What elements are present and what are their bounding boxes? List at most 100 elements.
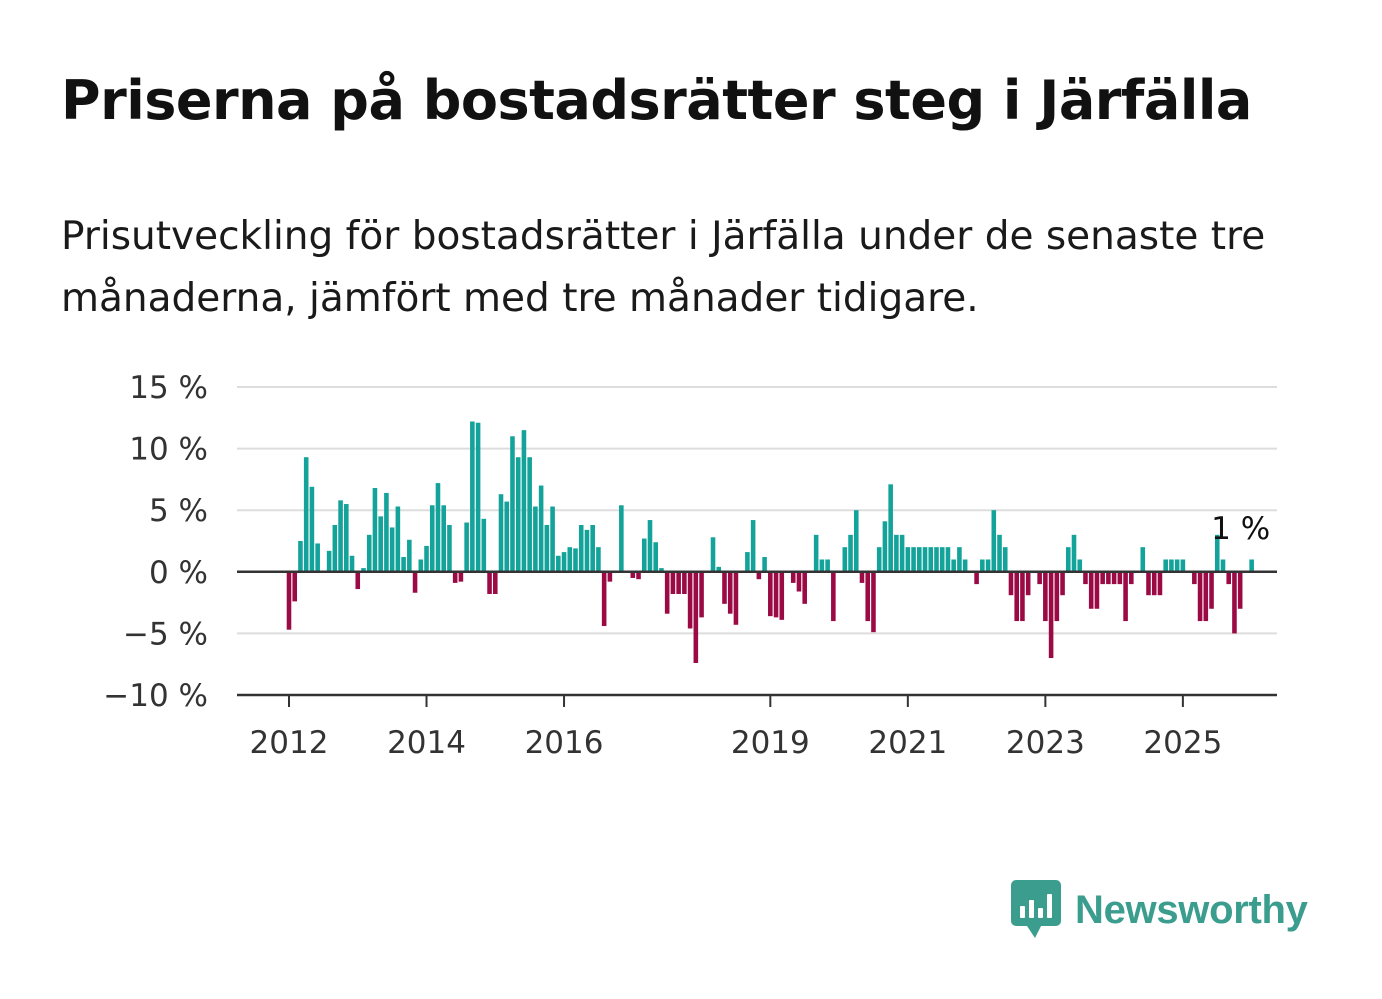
bar bbox=[876, 547, 882, 572]
bar bbox=[1209, 571, 1214, 609]
bar bbox=[917, 547, 922, 572]
bar bbox=[911, 547, 916, 572]
bar bbox=[962, 559, 968, 572]
bar bbox=[561, 552, 567, 572]
bar bbox=[842, 547, 848, 572]
bar bbox=[504, 501, 510, 572]
bar bbox=[1100, 571, 1105, 585]
bar bbox=[418, 559, 424, 572]
bar bbox=[819, 559, 825, 572]
bar bbox=[596, 547, 601, 572]
bar bbox=[619, 505, 624, 572]
x-axis-ticks: 2012 2014 2016 2019 2021 2023 2025 bbox=[250, 695, 1222, 761]
bar bbox=[653, 542, 659, 572]
bar bbox=[590, 524, 595, 572]
bar bbox=[349, 555, 355, 572]
y-axis-ticks: 15 % 10 % 5 % 0 % −5 % −10 % bbox=[103, 370, 208, 714]
bar bbox=[1226, 571, 1232, 585]
bar bbox=[888, 484, 893, 572]
x-tick-label: 2019 bbox=[731, 725, 810, 761]
bar bbox=[515, 457, 521, 572]
newsworthy-chart-logo-icon bbox=[1011, 880, 1061, 938]
bar bbox=[573, 548, 578, 572]
bar bbox=[1077, 559, 1083, 572]
bar bbox=[366, 534, 372, 572]
bar bbox=[292, 571, 298, 602]
bar bbox=[997, 534, 1002, 572]
bar bbox=[974, 571, 979, 585]
bar bbox=[1025, 571, 1031, 596]
bar bbox=[475, 422, 481, 572]
bar bbox=[1129, 571, 1134, 585]
bar bbox=[412, 571, 418, 593]
x-tick-label: 2025 bbox=[1143, 725, 1222, 761]
bar bbox=[1220, 559, 1226, 572]
bar bbox=[630, 571, 636, 578]
x-tick-label: 2021 bbox=[868, 725, 947, 761]
bar bbox=[647, 520, 653, 572]
bar bbox=[716, 566, 722, 572]
bar bbox=[492, 571, 498, 594]
bar bbox=[338, 500, 343, 572]
bar bbox=[1180, 559, 1186, 572]
bar bbox=[641, 538, 647, 572]
bar bbox=[481, 518, 487, 572]
last-value-label: 1 % bbox=[1211, 511, 1270, 547]
bar bbox=[750, 520, 756, 572]
bar bbox=[928, 547, 934, 572]
x-tick-label: 2014 bbox=[387, 725, 466, 761]
bar bbox=[699, 571, 704, 618]
bar bbox=[796, 571, 802, 592]
axes bbox=[237, 570, 1277, 697]
bar bbox=[1088, 571, 1094, 609]
bar bbox=[636, 571, 641, 580]
bar bbox=[1163, 559, 1168, 572]
bar bbox=[1111, 571, 1117, 585]
x-tick-label: 2012 bbox=[250, 725, 329, 761]
bar bbox=[1094, 571, 1100, 609]
bar bbox=[1197, 571, 1203, 622]
bar bbox=[1151, 571, 1157, 596]
bar bbox=[934, 547, 939, 572]
bar bbox=[733, 571, 739, 625]
bar bbox=[538, 485, 544, 572]
bar bbox=[859, 571, 865, 583]
bar bbox=[899, 534, 905, 572]
bar bbox=[607, 571, 613, 582]
y-tick-label: −5 % bbox=[123, 616, 208, 652]
bar bbox=[1020, 571, 1025, 622]
bar bbox=[768, 571, 773, 617]
bar bbox=[584, 529, 590, 572]
bar bbox=[521, 430, 527, 572]
y-tick-label: 5 % bbox=[149, 493, 208, 529]
bar bbox=[578, 524, 584, 572]
bar bbox=[894, 534, 899, 572]
bar bbox=[676, 571, 681, 594]
bar bbox=[1043, 571, 1048, 622]
bar bbox=[1065, 547, 1071, 572]
bar bbox=[452, 571, 458, 583]
bar-chart: 15 % 10 % 5 % 0 % −5 % −10 % 2012 2014 2016 2019… bbox=[103, 370, 1277, 761]
bar bbox=[1232, 571, 1237, 634]
bar bbox=[395, 506, 401, 572]
bar bbox=[1174, 559, 1180, 572]
bar bbox=[727, 571, 733, 614]
bar bbox=[1083, 571, 1088, 585]
bar bbox=[659, 568, 664, 572]
newsworthy-wordmark: Newsworthy bbox=[1075, 887, 1308, 932]
bar bbox=[1157, 571, 1163, 596]
bar bbox=[1214, 534, 1220, 572]
bar bbox=[802, 571, 807, 604]
bar bbox=[1117, 571, 1123, 585]
bar bbox=[567, 547, 573, 572]
bar bbox=[464, 522, 469, 572]
newsworthy-logo[interactable]: Newsworthy bbox=[1011, 880, 1308, 940]
grid-lines bbox=[237, 386, 1277, 635]
bar bbox=[773, 571, 779, 618]
bar bbox=[951, 559, 956, 572]
bar bbox=[424, 545, 429, 572]
bar bbox=[407, 539, 412, 572]
bar bbox=[670, 571, 676, 594]
y-tick-label: −10 % bbox=[103, 678, 208, 714]
bar bbox=[985, 559, 991, 572]
